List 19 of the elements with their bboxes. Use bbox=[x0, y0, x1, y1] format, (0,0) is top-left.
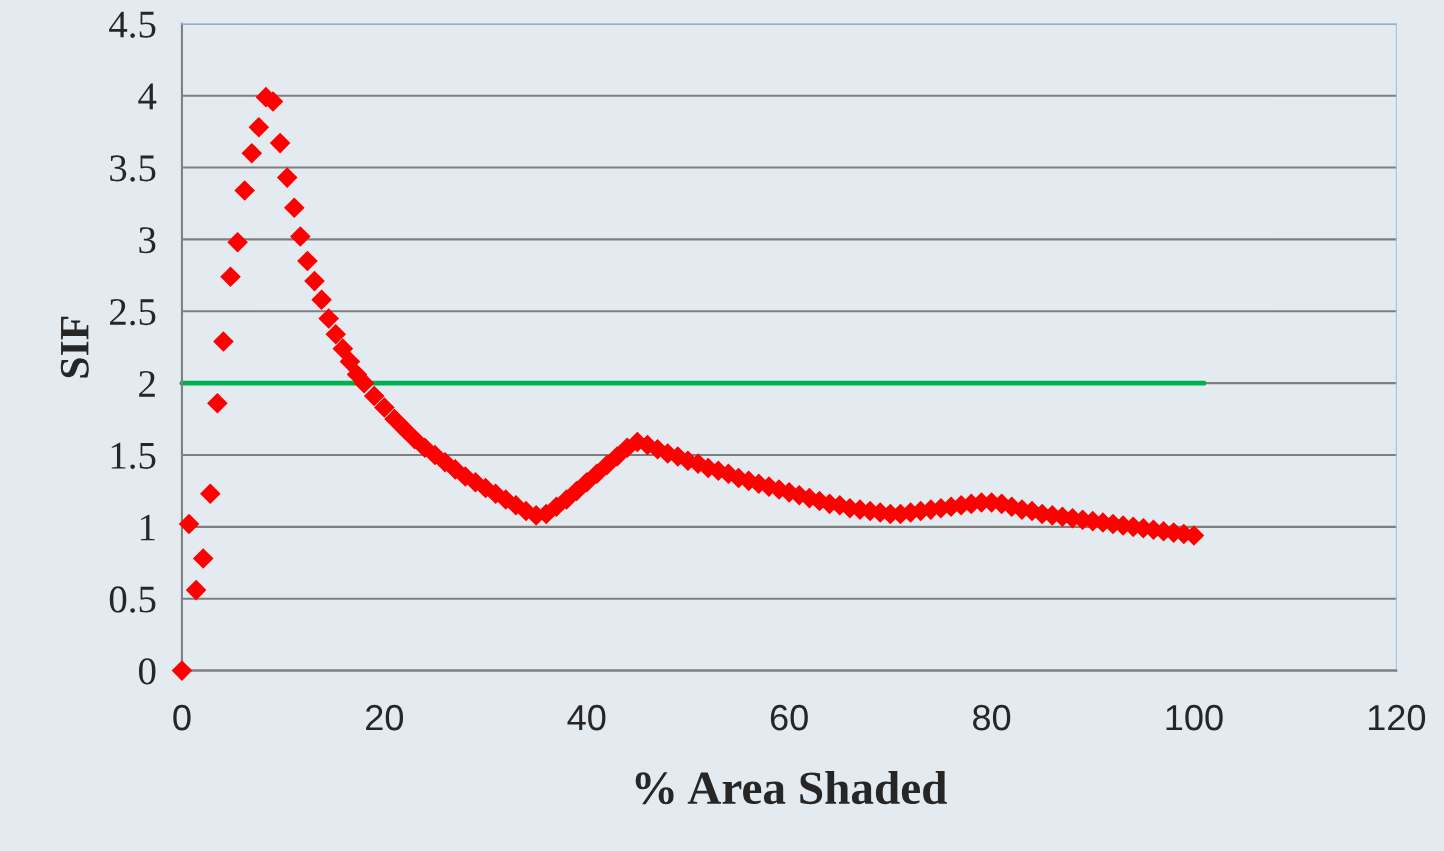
y-tick-label: 1.5 bbox=[111, 442, 156, 470]
y-tick-label: 1 bbox=[140, 514, 155, 541]
x-tick-label: 0 bbox=[173, 704, 191, 731]
y-tick-label: 2 bbox=[139, 370, 155, 397]
y-tick-label: 0 bbox=[138, 658, 156, 685]
y-tick-label: 4 bbox=[138, 83, 157, 110]
y-tick-label: 3 bbox=[139, 227, 156, 254]
x-tick-label: 40 bbox=[567, 704, 606, 731]
y-tick-label: 4.5 bbox=[109, 11, 156, 38]
x-tick-label: 60 bbox=[770, 704, 808, 731]
x-tick-label: 100 bbox=[1166, 704, 1223, 731]
y-tick-label: 0.5 bbox=[109, 586, 156, 613]
x-tick-label: 20 bbox=[366, 704, 404, 731]
x-tick-label: 120 bbox=[1368, 704, 1426, 731]
y-axis-title: SIF bbox=[60, 316, 89, 378]
x-tick-label: 80 bbox=[973, 704, 1011, 731]
y-tick-label: 3.5 bbox=[110, 155, 156, 182]
y-tick-label: 2.5 bbox=[110, 299, 156, 326]
x-axis-title: % Area Shaded bbox=[635, 770, 947, 805]
